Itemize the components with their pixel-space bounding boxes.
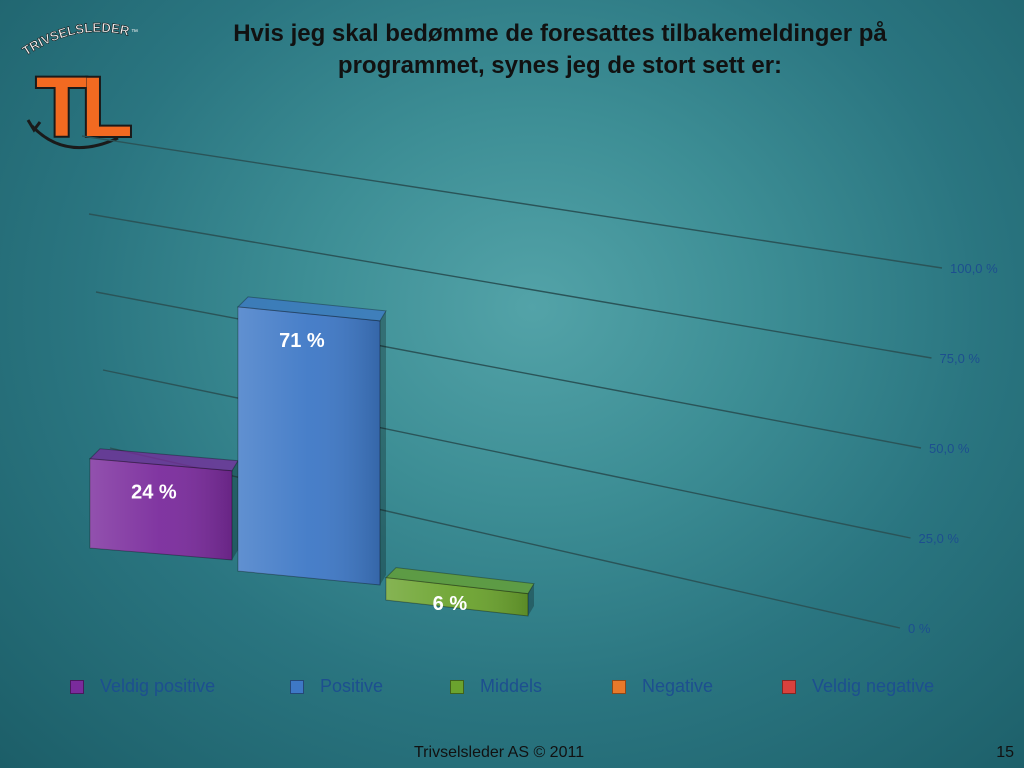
chart-title: Hvis jeg skal bedømme de foresattes tilb… — [233, 20, 887, 79]
gridline — [88, 213, 932, 359]
y-tick-label: 75,0 % — [940, 351, 981, 366]
y-tick-label: 100,0 % — [950, 261, 998, 276]
legend-swatch — [782, 679, 796, 694]
legend-swatch — [70, 679, 84, 694]
trivselsleder-logo: TRIVSELSLEDER ™ TL — [19, 20, 138, 154]
legend-label: Positive — [320, 676, 384, 696]
legend-swatch — [612, 679, 626, 694]
legend-item-negative: Negative — [612, 676, 713, 697]
footer-copyright: Trivselsleder AS © 2011 — [414, 744, 585, 761]
legend-label: Negative — [642, 676, 714, 696]
legend-label: Middels — [480, 676, 543, 696]
bar-side — [232, 460, 238, 560]
bar-shine — [238, 306, 380, 585]
bar-top — [236, 296, 387, 322]
legend-label: Veldig positive — [100, 676, 216, 696]
legend-label: Veldig negative — [812, 676, 935, 696]
logo-trademark: ™ — [131, 29, 138, 36]
bar-middels: 6 % — [384, 567, 535, 617]
legend-swatch — [290, 679, 304, 694]
y-tick-label: 0 % — [908, 621, 931, 636]
page-number: 15 — [996, 744, 1014, 761]
bar-side — [380, 310, 386, 585]
bar-shine — [90, 458, 232, 560]
legend-item-positive: Positive — [290, 676, 383, 697]
legend-item-veldig-negative: Veldig negative — [782, 676, 934, 697]
gridline — [102, 369, 911, 539]
data-label: 6 % — [433, 593, 468, 615]
gridline — [81, 135, 943, 269]
gridline — [95, 291, 922, 449]
legend-item-veldig-positive: Veldig positive — [70, 676, 215, 697]
chart-legend: Veldig positive Positive Middels Negativ… — [60, 676, 980, 700]
logo-letters: TL — [36, 60, 130, 154]
logo-swoosh-icon — [30, 124, 119, 150]
legend-swatch — [450, 679, 464, 694]
bar-shine — [386, 577, 528, 616]
bar-side — [528, 583, 534, 616]
bar-veldig-positive: 24 % — [88, 448, 239, 561]
data-label: 71 % — [279, 330, 325, 352]
data-label: 24 % — [131, 482, 177, 504]
y-tick-label: 50,0 % — [929, 441, 970, 456]
legend-item-middels: Middels — [450, 676, 542, 697]
bar-top — [384, 567, 535, 595]
bar-positive: 71 % — [236, 296, 387, 586]
y-tick-label: 25,0 % — [919, 531, 960, 546]
